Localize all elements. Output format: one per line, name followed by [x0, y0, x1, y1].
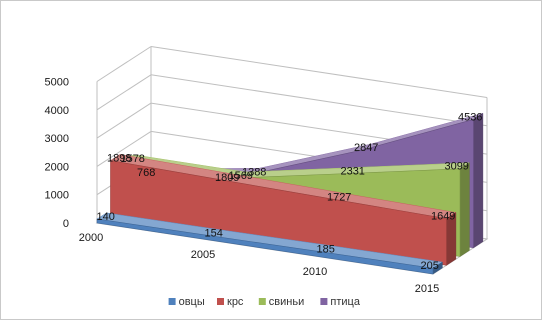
y-axis: 0 1000 2000 3000 4000 5000 [45, 77, 69, 231]
y-tick-label: 1000 [45, 190, 69, 202]
data-label-птица: 4536 [458, 111, 482, 123]
data-label-крс: 1898 [107, 153, 131, 165]
legend-item-свиньи[interactable]: свиньи [258, 296, 304, 308]
gridline-side [96, 130, 152, 167]
data-label-крс: 1727 [327, 191, 351, 203]
gridline-back [150, 46, 488, 98]
legend[interactable]: овцы крс свиньи птица [168, 296, 361, 308]
series-ribbons [96, 112, 484, 275]
y-tick-label: 0 [63, 218, 69, 230]
x-tick-label: 2010 [303, 266, 327, 278]
legend-item-крс[interactable]: крс [217, 296, 244, 308]
data-label-птица: 1388 [242, 166, 266, 178]
data-label-крс: 1809 [215, 172, 239, 184]
data-label-птица: 2847 [354, 142, 378, 154]
data-label-овцы: 154 [205, 228, 223, 240]
x-axis: 2000 2005 2010 2015 [79, 232, 439, 295]
legend-label: свиньи [269, 296, 304, 308]
legend-item-птица[interactable]: птица [320, 296, 361, 308]
y-tick-label: 3000 [45, 133, 69, 145]
area-side-свиньи[interactable] [459, 162, 470, 257]
data-label-свиньи: 1569 [228, 170, 252, 182]
legend-label: крс [227, 296, 244, 308]
data-label-овцы: 185 [317, 244, 335, 256]
data-labels: 768 1388 2847 4536 1578 1569 2331 3099 1898 1809 1… [97, 111, 483, 272]
gridline-side [96, 102, 152, 139]
gridline-side [96, 46, 152, 82]
data-label-птица: 768 [137, 167, 155, 179]
data-label-свиньи: 3099 [444, 161, 468, 173]
data-label-овцы: 140 [97, 211, 115, 223]
x-tick-label: 2005 [191, 249, 215, 261]
legend-swatch [258, 298, 266, 305]
y-tick-label: 4000 [45, 105, 69, 117]
legend-swatch [320, 298, 328, 305]
gridline-side [96, 74, 152, 111]
legend-item-овцы[interactable]: овцы [168, 296, 205, 308]
y-tick-label: 2000 [45, 161, 69, 173]
series-овцы[interactable] [96, 212, 444, 275]
data-label-овцы: 205 [421, 260, 439, 272]
legend-label: овцы [179, 296, 205, 308]
y-tick-label: 5000 [45, 77, 69, 89]
x-tick-label: 2000 [79, 232, 103, 244]
legend-label: птица [330, 296, 360, 308]
data-label-свиньи: 2331 [340, 166, 364, 178]
gridline-back [150, 74, 488, 127]
legend-swatch [168, 298, 176, 305]
area-овцы[interactable] [96, 218, 434, 275]
area-крс[interactable] [110, 160, 447, 266]
series-крс[interactable] [109, 154, 457, 266]
data-label-крс: 1649 [431, 211, 455, 223]
legend-swatch [217, 298, 224, 305]
data-label-свиньи: 1578 [120, 153, 144, 165]
x-tick-label: 2015 [415, 283, 439, 295]
area-side-птица[interactable] [473, 112, 484, 249]
